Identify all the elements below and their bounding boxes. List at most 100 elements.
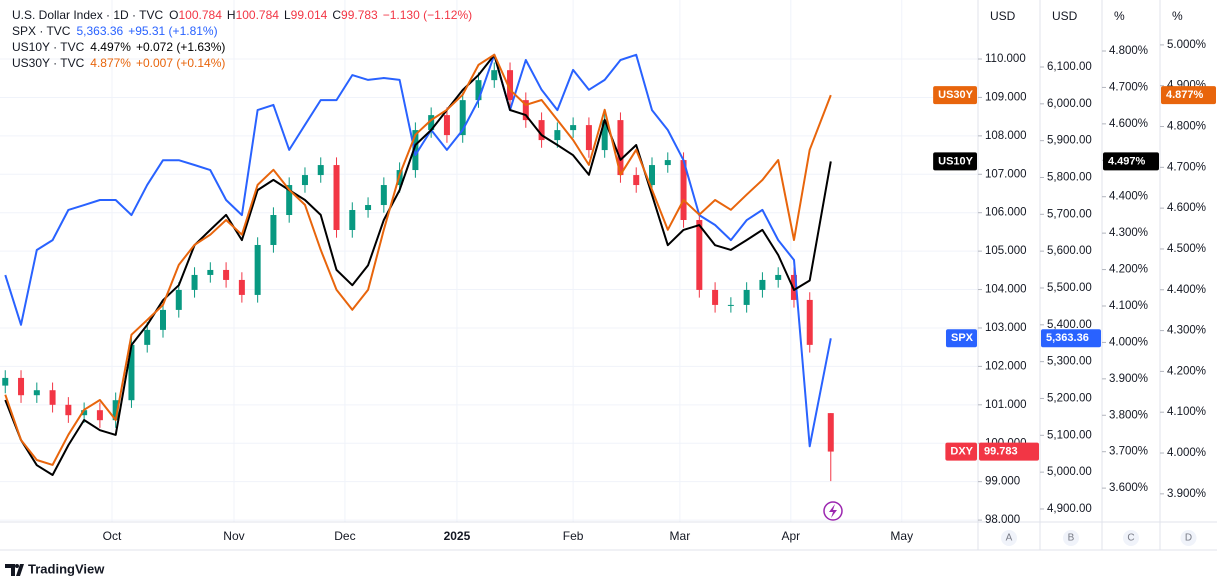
candle-body — [18, 377, 25, 396]
x-tick-label: Oct — [103, 529, 122, 543]
axis-value-tag — [1161, 86, 1216, 105]
series-line — [4, 53, 832, 466]
y-tick-label: 4.500% — [1167, 243, 1206, 255]
y-tick-label: 3.900% — [1109, 373, 1148, 385]
legend-row: US30Y · TVC 4.877% +0.007 (+0.14%) — [12, 56, 225, 70]
y-tick-label: 4.700% — [1109, 81, 1148, 93]
candle-body — [743, 289, 750, 305]
axis-unit: USD — [1052, 9, 1078, 23]
legend-title: SPX · TVC — [12, 24, 71, 38]
legend-key: C — [332, 8, 341, 22]
series-tag-label: US30Y — [938, 89, 974, 101]
candle-body — [270, 215, 277, 245]
y-tick-label: 3.600% — [1109, 482, 1148, 494]
y-tick-label: 98.000 — [985, 514, 1020, 526]
pane-button — [1180, 530, 1197, 546]
candle-body — [144, 329, 151, 345]
candle-body — [65, 404, 72, 416]
x-tick-label: Nov — [223, 529, 244, 543]
y-tick-label: 5,400.00 — [1047, 319, 1092, 331]
candle-body — [617, 120, 624, 176]
axis-value-tag — [1103, 152, 1159, 171]
candle-body — [507, 70, 514, 101]
candle-body — [286, 185, 293, 216]
candle-body — [223, 269, 230, 280]
y-tick-label: 108.000 — [985, 130, 1027, 142]
y-tick-label: 4.400% — [1167, 284, 1206, 296]
candle-body — [538, 120, 545, 141]
legend-value: +0.072 (+1.63%) — [136, 40, 225, 54]
pane-letter: B — [1068, 533, 1075, 544]
x-tick-label: 2025 — [444, 529, 471, 543]
brand-logo[interactable]: TradingView — [5, 561, 105, 576]
legend-value: 100.784 — [236, 8, 280, 22]
candle-body — [790, 274, 797, 300]
y-tick-label: 3.700% — [1109, 446, 1148, 458]
y-tick-label: 4.300% — [1109, 227, 1148, 239]
y-tick-label: 101.000 — [985, 399, 1027, 411]
axis-unit: % — [1114, 9, 1125, 23]
candle-body — [633, 175, 640, 186]
candle-body — [522, 100, 529, 121]
series-tag — [933, 152, 977, 171]
candle-body — [827, 413, 834, 452]
candle-body — [191, 274, 198, 290]
x-tick-label: Feb — [563, 529, 584, 543]
grid — [0, 0, 978, 522]
x-tick-label: May — [890, 529, 913, 543]
legend-row: U.S. Dollar Index · 1D · TVC O100.784 H100… — [12, 8, 472, 22]
series-tag-label: DXY — [950, 445, 973, 457]
series-tag-label: SPX — [951, 332, 974, 344]
axis-value-tag-label: 4.497% — [1108, 155, 1146, 167]
x-tick-label: Dec — [334, 529, 355, 543]
candle-body — [443, 115, 450, 136]
alert-icon[interactable] — [823, 501, 843, 521]
y-tick-label: 4.800% — [1167, 121, 1206, 133]
candle-body — [112, 400, 119, 421]
series-line — [4, 54, 832, 476]
y-tick-label: 5.000% — [1167, 39, 1206, 51]
axis-value-tag — [979, 442, 1039, 461]
axis-value-tag — [1041, 329, 1101, 348]
candle-body — [81, 410, 88, 416]
candle-body — [428, 115, 435, 131]
candle-body — [160, 309, 166, 330]
candle-body — [33, 390, 40, 396]
candle-body — [775, 274, 782, 280]
y-tick-label: 6,100.00 — [1047, 61, 1092, 73]
y-tick-label: 4.000% — [1109, 336, 1148, 348]
y-tick-label: 4.200% — [1109, 264, 1148, 276]
pane-letter: D — [1185, 533, 1192, 544]
candle-body — [680, 160, 687, 221]
candle-body — [349, 210, 356, 230]
pane-button — [1001, 530, 1017, 546]
y-tick-label: 4.700% — [1167, 161, 1206, 173]
series-tag — [945, 329, 977, 348]
axis-value-tag-label: 4.877% — [1166, 89, 1204, 101]
legend-title: U.S. Dollar Index · 1D · TVC — [12, 8, 163, 22]
pane-letter: A — [1006, 533, 1013, 544]
legend-value: 4.877% — [90, 56, 131, 70]
y-tick-label: 3.900% — [1167, 488, 1206, 500]
legend-key: O — [169, 8, 178, 22]
brand-name: TradingView — [28, 561, 105, 576]
y-tick-label: 5,500.00 — [1047, 282, 1092, 294]
legend-row: US10Y · TVC 4.497% +0.072 (+1.63%) — [12, 40, 225, 54]
candle-body — [570, 125, 577, 131]
y-tick-label: 5,800.00 — [1047, 172, 1092, 184]
candle-body — [712, 289, 719, 305]
candle-body — [254, 244, 261, 295]
y-tick-label: 4.600% — [1109, 118, 1148, 130]
candle-body — [2, 377, 9, 386]
candle-body — [333, 165, 340, 230]
candle-body — [128, 344, 135, 401]
y-tick-label: 4.300% — [1167, 325, 1206, 337]
candle-body — [207, 269, 214, 275]
y-tick-label: 4,900.00 — [1047, 503, 1092, 515]
legend-row: SPX · TVC 5,363.36 +95.31 (+1.81%) — [12, 24, 218, 38]
pane-button — [1063, 530, 1079, 546]
series-tag-label: US10Y — [938, 155, 974, 167]
price-axes: Oct Nov Dec 2025 Feb Mar Apr May USD A 98.000 99.00… — [103, 9, 1206, 546]
candle-body — [459, 100, 466, 136]
